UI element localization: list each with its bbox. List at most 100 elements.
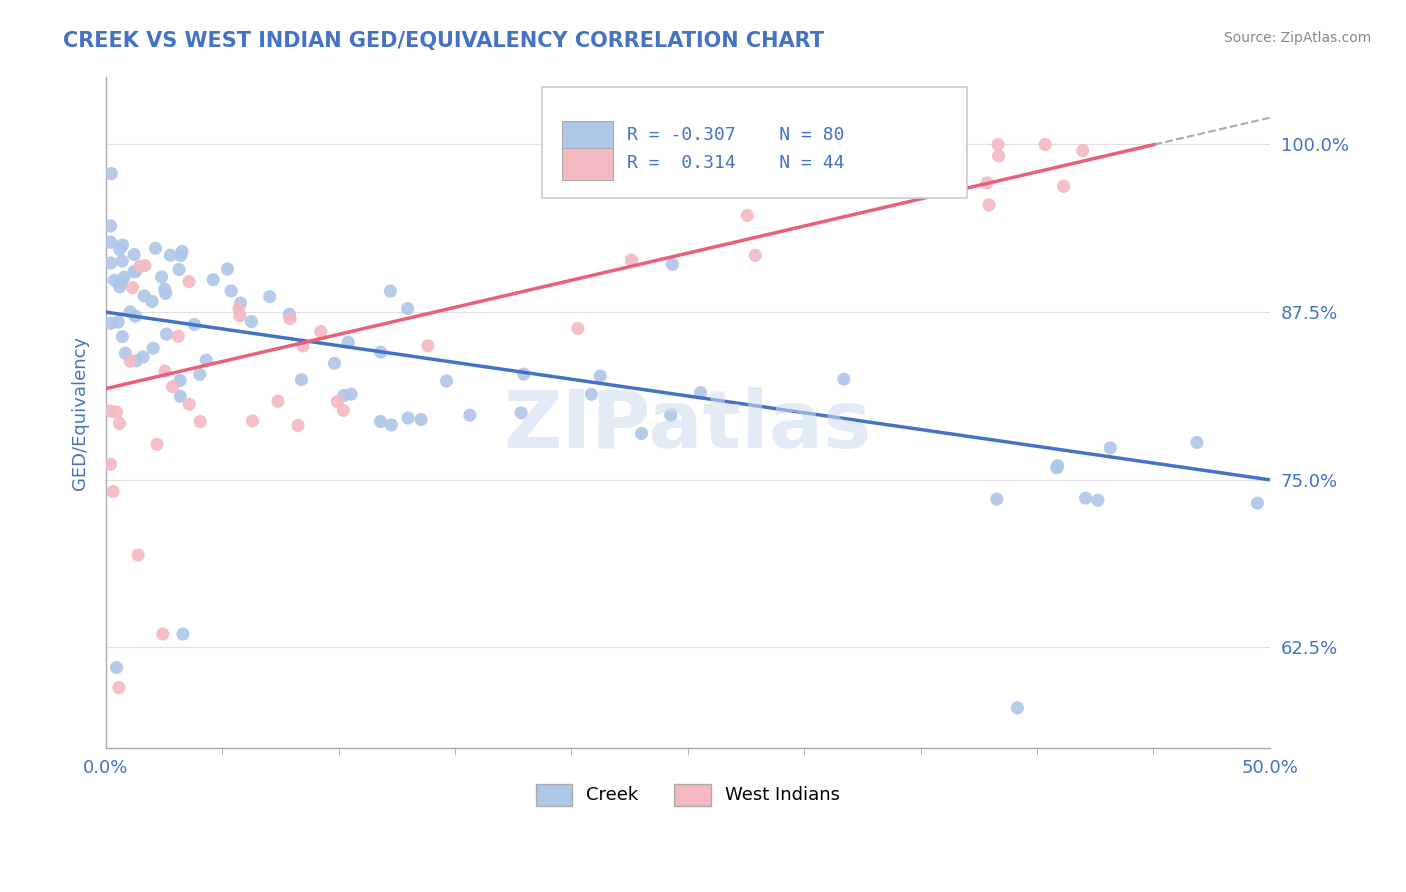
- Point: [1087, 493, 1109, 508]
- Bar: [562, 120, 613, 153]
- Point: [512, 367, 534, 381]
- Point: [100, 167, 122, 181]
- Point: [337, 335, 360, 350]
- Point: [111, 254, 134, 268]
- Point: [1099, 441, 1122, 455]
- Point: [409, 412, 432, 426]
- Y-axis label: GED/Equivalency: GED/Equivalency: [72, 335, 89, 490]
- Point: [169, 389, 191, 403]
- Point: [100, 404, 122, 418]
- Point: [155, 286, 177, 301]
- Point: [287, 418, 309, 433]
- Point: [1246, 496, 1268, 510]
- Point: [162, 379, 184, 393]
- Point: [125, 353, 148, 368]
- Legend: Creek, West Indians: Creek, West Indians: [529, 776, 848, 813]
- Point: [689, 385, 711, 400]
- Text: R = -0.307    N = 80: R = -0.307 N = 80: [627, 127, 845, 145]
- Point: [172, 244, 194, 259]
- Point: [735, 209, 758, 223]
- Point: [100, 256, 122, 270]
- Point: [340, 387, 363, 401]
- Point: [228, 301, 250, 316]
- Point: [202, 273, 225, 287]
- Point: [169, 374, 191, 388]
- Point: [155, 327, 177, 342]
- Point: [170, 248, 193, 262]
- Point: [188, 368, 211, 382]
- Point: [1053, 179, 1076, 194]
- Point: [110, 276, 132, 290]
- Point: [1046, 460, 1069, 475]
- Point: [103, 273, 125, 287]
- Point: [177, 275, 200, 289]
- Point: [145, 241, 167, 255]
- Point: [153, 282, 176, 296]
- Point: [259, 290, 281, 304]
- Point: [977, 198, 1000, 212]
- Text: ZIPatlas: ZIPatlas: [503, 387, 872, 465]
- Point: [309, 325, 332, 339]
- Point: [278, 311, 301, 326]
- Point: [141, 294, 163, 309]
- Point: [323, 356, 346, 370]
- Point: [122, 247, 145, 261]
- Point: [744, 248, 766, 262]
- Point: [436, 374, 458, 388]
- Text: CREEK VS WEST INDIAN GED/EQUIVALENCY CORRELATION CHART: CREEK VS WEST INDIAN GED/EQUIVALENCY COR…: [63, 31, 824, 51]
- Point: [100, 457, 122, 471]
- Point: [134, 289, 156, 303]
- Point: [134, 259, 156, 273]
- Point: [153, 364, 176, 378]
- Point: [589, 368, 612, 383]
- Point: [326, 394, 349, 409]
- Point: [108, 681, 131, 695]
- Point: [121, 281, 143, 295]
- Point: [396, 411, 419, 425]
- Bar: [562, 148, 613, 180]
- Point: [100, 235, 122, 250]
- Point: [333, 388, 356, 402]
- Point: [172, 627, 194, 641]
- Point: [122, 265, 145, 279]
- Point: [567, 321, 589, 335]
- Point: [108, 243, 131, 257]
- Point: [986, 492, 1008, 507]
- Point: [100, 219, 122, 233]
- Point: [620, 253, 643, 268]
- Point: [152, 627, 174, 641]
- Text: R =  0.314    N = 44: R = 0.314 N = 44: [627, 153, 845, 171]
- Point: [150, 270, 173, 285]
- Point: [108, 280, 131, 294]
- Point: [267, 394, 290, 409]
- Point: [124, 265, 146, 279]
- Point: [1074, 491, 1097, 505]
- Point: [159, 248, 181, 262]
- Point: [630, 426, 652, 441]
- Point: [987, 149, 1010, 163]
- Point: [111, 329, 134, 343]
- Point: [142, 341, 165, 355]
- Point: [112, 270, 135, 285]
- Point: [127, 548, 149, 562]
- Point: [242, 414, 264, 428]
- Point: [856, 142, 879, 156]
- Point: [108, 417, 131, 431]
- Point: [195, 353, 218, 368]
- Point: [179, 397, 201, 411]
- Point: [380, 284, 402, 298]
- Point: [380, 417, 402, 432]
- Point: [229, 309, 252, 323]
- Point: [661, 257, 683, 271]
- Point: [278, 307, 301, 321]
- Point: [370, 415, 392, 429]
- Point: [1185, 435, 1208, 450]
- Point: [832, 372, 855, 386]
- Point: [416, 339, 439, 353]
- Point: [229, 296, 252, 310]
- Point: [188, 415, 211, 429]
- Point: [128, 259, 150, 273]
- Point: [132, 350, 155, 364]
- Point: [581, 387, 603, 401]
- Point: [1046, 458, 1069, 473]
